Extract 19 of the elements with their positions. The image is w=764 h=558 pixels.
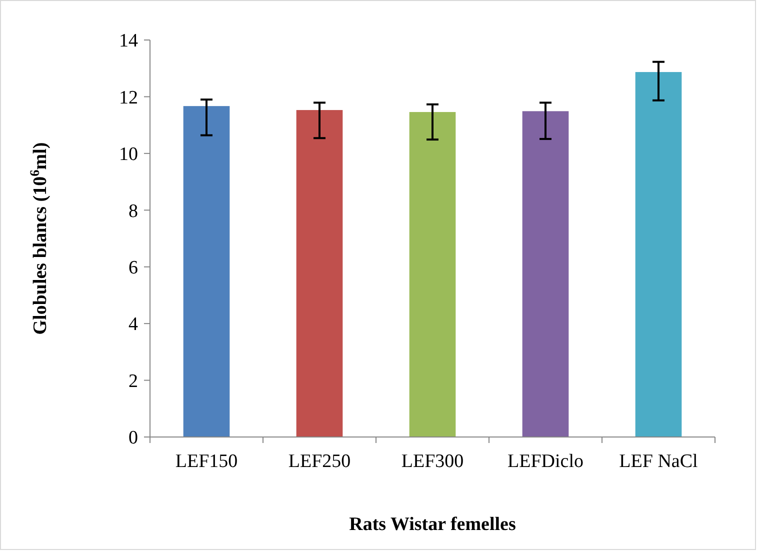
y-tick-label: 4 <box>128 314 138 336</box>
y-tick-label: 8 <box>128 200 138 222</box>
bar <box>635 72 682 437</box>
y-tick-label: 6 <box>128 258 138 279</box>
x-tick-label: LEF150 <box>175 451 238 472</box>
y-tick-label: 10 <box>119 144 138 166</box>
y-tick-label: 0 <box>128 428 138 449</box>
x-tick-label: LEFDiclo <box>508 451 584 472</box>
x-tick-label: LEF NaCl <box>619 451 698 472</box>
x-tick-label: LEF300 <box>401 451 464 472</box>
bar <box>522 111 569 437</box>
bar <box>296 110 343 437</box>
bar <box>183 106 230 437</box>
bar <box>409 112 456 437</box>
y-tick-label: 2 <box>128 370 138 392</box>
y-tick-label: 12 <box>119 87 138 108</box>
y-tick-label: 14 <box>119 30 138 52</box>
x-axis-title: Rats Wistar femelles <box>349 514 516 535</box>
x-tick-label: LEF250 <box>288 451 351 472</box>
